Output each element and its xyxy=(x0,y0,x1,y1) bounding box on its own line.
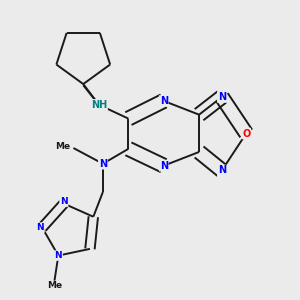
Text: NH: NH xyxy=(91,100,107,110)
Text: N: N xyxy=(55,251,62,260)
Text: N: N xyxy=(36,223,44,232)
Text: N: N xyxy=(160,96,168,106)
Text: N: N xyxy=(99,159,107,169)
Text: N: N xyxy=(218,92,226,102)
Text: N: N xyxy=(60,197,68,206)
Text: N: N xyxy=(160,161,168,171)
Text: Me: Me xyxy=(55,142,70,151)
Text: O: O xyxy=(242,128,250,139)
Text: Me: Me xyxy=(47,281,62,290)
Text: N: N xyxy=(218,165,226,176)
